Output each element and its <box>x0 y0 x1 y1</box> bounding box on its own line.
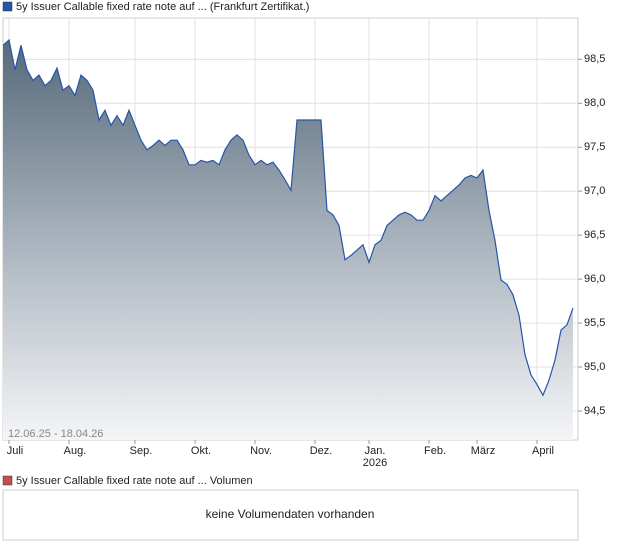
x-tick-label: Nov. <box>250 445 272 457</box>
legend-swatch <box>2 475 13 486</box>
x-year-label: 2026 <box>363 457 387 469</box>
y-tick-label: 98,5 <box>584 53 605 65</box>
legend-swatch <box>2 1 13 12</box>
x-tick-label: April <box>532 445 554 457</box>
date-range: 12.06.25 - 18.04.26 <box>8 428 103 440</box>
line <box>2 38 574 397</box>
y-tick-label: 97,0 <box>584 185 605 197</box>
y-tick-label: 95,0 <box>584 361 605 373</box>
y-tick-label: 98,0 <box>584 97 605 109</box>
x-tick-label: Sep. <box>130 445 153 457</box>
volume-title: 5y Issuer Callable fixed rate note auf .… <box>16 475 253 487</box>
y-tick-label: 94,5 <box>584 405 605 417</box>
x-tick-label: Aug. <box>64 445 87 457</box>
x-tick-label: Feb. <box>424 445 446 457</box>
y-tick-label: 96,5 <box>584 229 605 241</box>
legend-label: 5y Issuer Callable fixed rate note auf .… <box>16 1 309 13</box>
area <box>3 40 573 440</box>
x-tick-label: Okt. <box>191 445 211 457</box>
x-tick-label: März <box>471 445 495 457</box>
y-tick-label: 97,5 <box>584 141 605 153</box>
volume-message: keine Volumendaten vorhanden <box>206 507 375 521</box>
x-tick-label: Dez. <box>310 445 333 457</box>
x-tick-label: Jan. <box>365 445 386 457</box>
y-tick-label: 95,5 <box>584 317 605 329</box>
y-tick-label: 96,0 <box>584 273 605 285</box>
plot <box>2 38 574 440</box>
x-tick-label: Juli <box>7 445 24 457</box>
volume-frame <box>2 489 579 541</box>
